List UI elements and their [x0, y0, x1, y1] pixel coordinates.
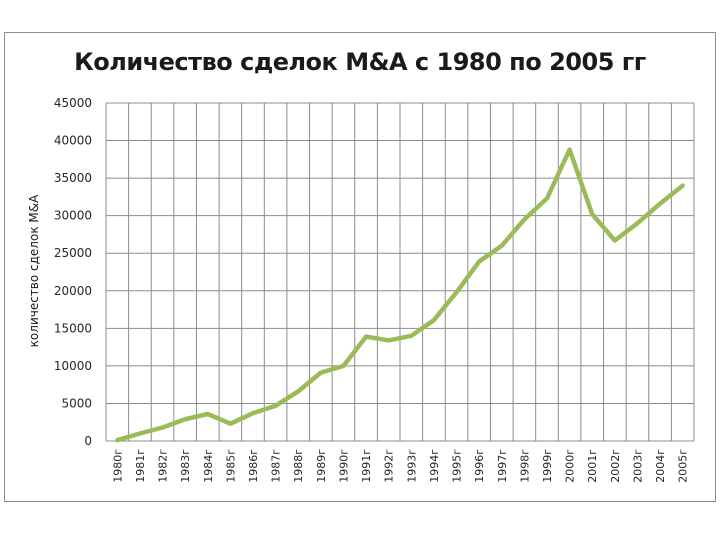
x-tick-label: 1998г [518, 449, 531, 483]
data-point [341, 364, 345, 368]
x-tick-label: 1990г [337, 449, 350, 483]
x-tick-label: 1996г [473, 449, 486, 483]
data-point [161, 425, 165, 429]
data-point [590, 212, 594, 216]
data-point [500, 244, 504, 248]
data-point [228, 422, 232, 426]
x-tick-label: 1994г [428, 449, 441, 483]
data-point [138, 431, 142, 435]
data-point [183, 417, 187, 421]
x-tick-label: 1993г [405, 449, 418, 483]
y-tick-label: 0 [84, 434, 92, 448]
x-tick-label: 1981г [134, 449, 147, 483]
x-axis-ticks: 1980г 1981г 1982г 1983г 1984г 1985г 1986г 1987г… [111, 449, 689, 483]
x-tick-label: 2002г [609, 449, 622, 483]
y-axis-ticks: 0 5000 10000 15000 20000 25000 30000 35000 40000… [54, 96, 92, 448]
series-line [115, 147, 685, 443]
x-tick-label: 2000г [564, 449, 577, 483]
data-point [409, 334, 413, 338]
y-tick-label: 15000 [54, 321, 92, 335]
x-tick-label: 1983г [179, 449, 192, 483]
data-point [251, 411, 255, 415]
data-point [635, 221, 639, 225]
y-axis-label: количество сделок M&A [27, 194, 41, 347]
y-tick-label: 35000 [54, 171, 92, 185]
data-point [319, 371, 323, 375]
x-tick-label: 1986г [247, 449, 260, 483]
data-point [522, 217, 526, 221]
y-tick-label: 25000 [54, 246, 92, 260]
x-tick-label: 1989г [315, 449, 328, 483]
data-point [568, 148, 572, 152]
y-tick-label: 20000 [54, 284, 92, 298]
series-layer [115, 147, 685, 443]
x-tick-label: 2003г [631, 449, 644, 483]
x-tick-label: 1988г [292, 449, 305, 483]
x-tick-label: 1984г [202, 449, 215, 483]
x-tick-label: 1980г [111, 449, 124, 483]
x-tick-label: 1985г [224, 449, 237, 483]
y-tick-label: 5000 [61, 396, 92, 410]
y-tick-label: 40000 [54, 134, 92, 148]
data-point [115, 438, 119, 442]
x-tick-label: 1995г [451, 449, 464, 483]
data-point [387, 338, 391, 342]
data-point [658, 202, 662, 206]
x-tick-label: 1999г [541, 449, 554, 483]
chart-frame [4, 32, 716, 502]
x-tick-label: 1997г [496, 449, 509, 483]
x-tick-label: 2005г [677, 449, 690, 483]
data-point [274, 404, 278, 408]
y-tick-label: 10000 [54, 359, 92, 373]
data-point [681, 184, 685, 188]
x-tick-label: 2001г [586, 449, 599, 483]
data-point [296, 389, 300, 393]
y-tick-label: 30000 [54, 209, 92, 223]
data-point [613, 238, 617, 242]
data-point [206, 412, 210, 416]
x-tick-label: 1982г [157, 449, 170, 483]
y-tick-label: 45000 [54, 96, 92, 110]
x-tick-label: 2004г [654, 449, 667, 483]
data-point [364, 335, 368, 339]
gridlines [105, 102, 695, 442]
data-point [545, 196, 549, 200]
x-tick-label: 1992г [383, 449, 396, 483]
x-tick-label: 1987г [270, 449, 283, 483]
data-point [432, 318, 436, 322]
x-tick-label: 1991г [360, 449, 373, 483]
data-point [477, 259, 481, 263]
chart-title: Количество сделок M&A с 1980 по 2005 гг [74, 48, 646, 76]
data-point [455, 290, 459, 294]
